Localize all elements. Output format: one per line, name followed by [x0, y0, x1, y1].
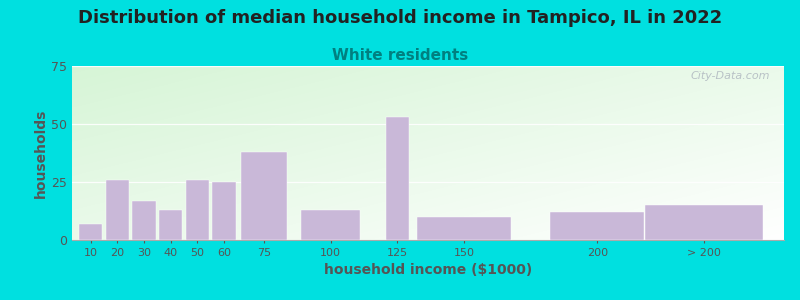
Bar	[212, 182, 236, 240]
Y-axis label: households: households	[34, 108, 48, 198]
Bar	[79, 224, 102, 240]
Bar	[417, 217, 511, 240]
Bar	[550, 212, 644, 240]
Text: Distribution of median household income in Tampico, IL in 2022: Distribution of median household income …	[78, 9, 722, 27]
Bar	[241, 152, 287, 240]
Bar	[386, 117, 409, 240]
Bar	[646, 205, 762, 240]
X-axis label: household income ($1000): household income ($1000)	[324, 263, 532, 277]
Bar	[106, 180, 129, 240]
Text: City-Data.com: City-Data.com	[690, 71, 770, 81]
Bar	[186, 180, 209, 240]
Text: White residents: White residents	[332, 48, 468, 63]
Bar	[302, 210, 360, 240]
Bar	[132, 201, 156, 240]
Bar	[159, 210, 182, 240]
